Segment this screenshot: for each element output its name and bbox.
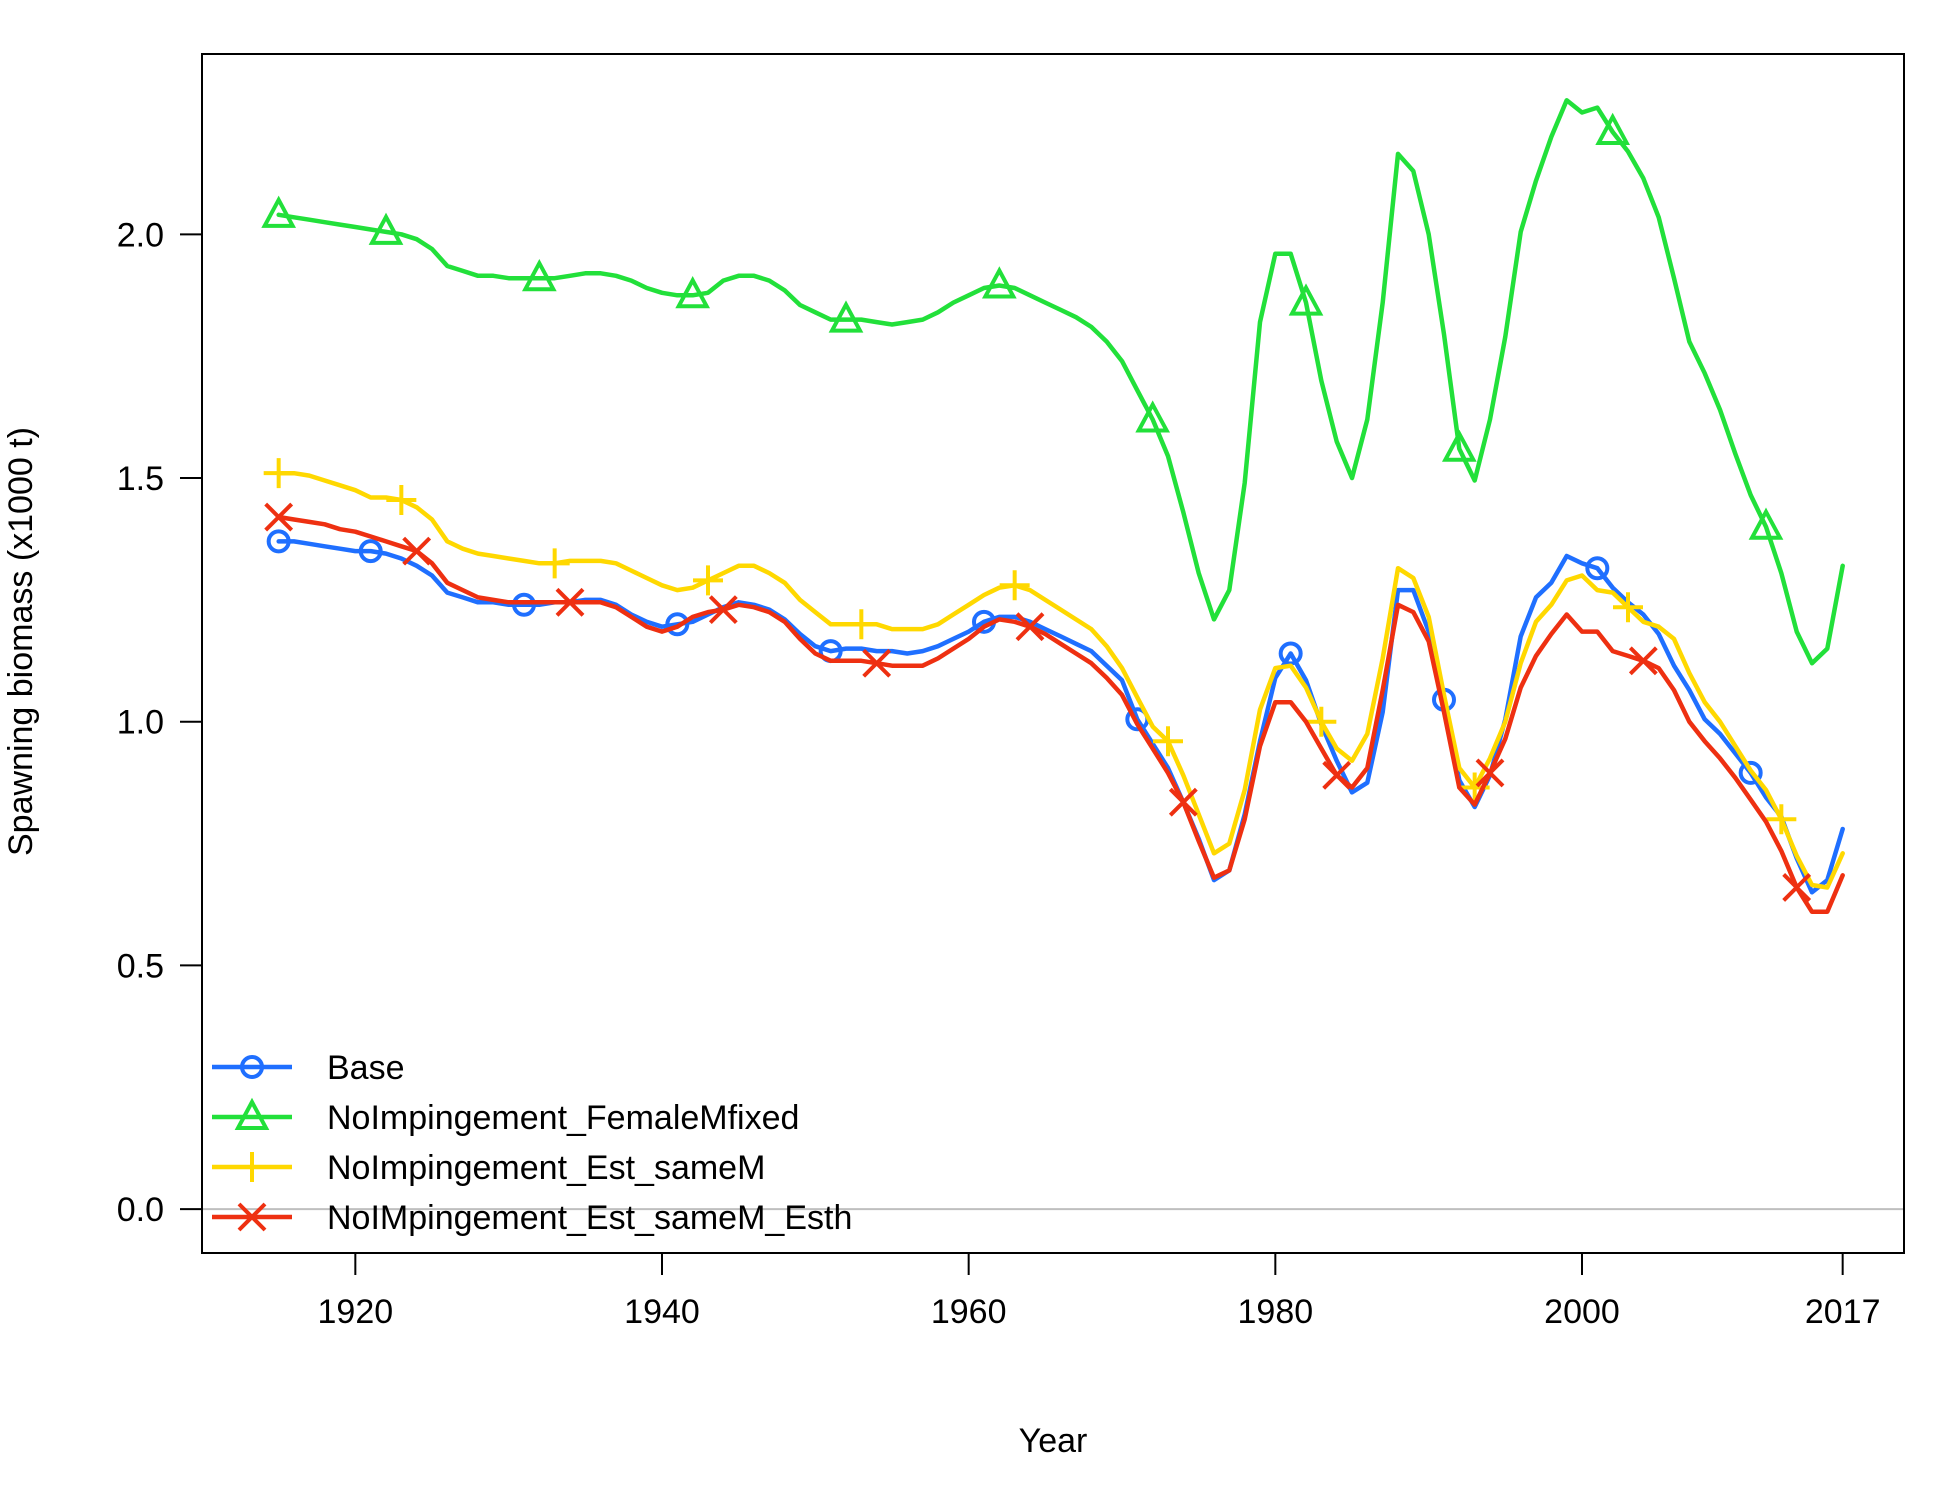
legend-label: Base bbox=[327, 1049, 405, 1087]
y-tick-label: 0.0 bbox=[117, 1191, 164, 1229]
legend-label: NoImpingement_Est_sameM bbox=[327, 1149, 765, 1187]
legend-item: NoIMpingement_Est_sameM_Esth bbox=[212, 1199, 852, 1237]
data-point-marker bbox=[368, 212, 404, 245]
data-point-marker bbox=[1766, 804, 1797, 835]
x-axis: 1920 1940 1960 1980 2000 2017 bbox=[318, 1252, 1881, 1331]
legend-item: NoImpingement_Est_sameM bbox=[212, 1149, 765, 1187]
data-point-marker bbox=[1475, 758, 1505, 788]
data-point-marker bbox=[862, 648, 892, 678]
y-tick-label: 1.5 bbox=[117, 460, 164, 498]
x-tick-label: 2000 bbox=[1544, 1293, 1620, 1331]
data-point-marker bbox=[708, 595, 738, 625]
legend-item: Base bbox=[212, 1049, 405, 1087]
x-tick-label: 1920 bbox=[318, 1293, 394, 1331]
x-tick-label: 1940 bbox=[624, 1293, 700, 1331]
x-tick-label: 1960 bbox=[931, 1293, 1007, 1331]
data-point-marker bbox=[693, 565, 723, 596]
data-point-marker bbox=[1738, 760, 1763, 785]
data-point-marker bbox=[402, 536, 432, 566]
data-point-marker bbox=[675, 276, 711, 309]
legend-swatch-marker bbox=[240, 1055, 264, 1079]
x-axis-label: Year bbox=[1019, 1422, 1088, 1460]
series-2 bbox=[261, 98, 1845, 666]
data-point-marker bbox=[1288, 283, 1324, 316]
x-tick-label: 1980 bbox=[1238, 1293, 1314, 1331]
series-3 bbox=[263, 458, 1845, 890]
y-tick-label: 2.0 bbox=[117, 216, 164, 254]
data-point-marker bbox=[1628, 646, 1658, 676]
data-point-marker bbox=[261, 195, 297, 228]
data-point-marker bbox=[1441, 429, 1477, 462]
data-point-marker bbox=[846, 609, 877, 640]
legend: Base NoImpingement_FemaleMfixed NoImpingem… bbox=[212, 1049, 852, 1237]
data-point-marker bbox=[512, 592, 536, 617]
legend-label: NoIMpingement_Est_sameM_Esth bbox=[327, 1199, 852, 1237]
y-tick-label: 1.0 bbox=[117, 704, 164, 742]
legend-item: NoImpingement_FemaleMfixed bbox=[212, 1097, 799, 1137]
data-point-marker bbox=[1135, 400, 1171, 433]
data-point-marker bbox=[1153, 726, 1183, 757]
data-point-marker bbox=[1595, 112, 1631, 145]
legend-label: NoImpingement_FemaleMfixed bbox=[327, 1099, 799, 1137]
series-line bbox=[276, 539, 1845, 895]
series-4 bbox=[264, 502, 1845, 915]
data-point-marker bbox=[266, 529, 291, 554]
data-point-marker bbox=[1306, 706, 1337, 737]
legend-swatch-marker bbox=[234, 1097, 270, 1130]
data-point-marker bbox=[386, 484, 417, 515]
data-point-marker bbox=[1015, 612, 1045, 642]
legend-swatch-marker bbox=[237, 1202, 267, 1232]
data-point-marker bbox=[263, 458, 294, 489]
data-point-marker bbox=[981, 266, 1017, 299]
data-point-marker bbox=[828, 300, 864, 333]
data-point-marker bbox=[555, 587, 585, 617]
data-point-marker bbox=[264, 502, 294, 532]
data-point-marker bbox=[1748, 507, 1784, 540]
data-point-marker bbox=[1168, 787, 1198, 817]
x-tick-label: 2017 bbox=[1805, 1293, 1881, 1331]
data-point-marker bbox=[1322, 760, 1352, 790]
data-point-marker bbox=[1782, 873, 1812, 902]
data-point-marker bbox=[1613, 592, 1643, 623]
y-axis-label: Spawning biomass (x1000 t) bbox=[2, 427, 40, 856]
data-point-marker bbox=[999, 570, 1030, 601]
data-point-marker bbox=[665, 612, 690, 637]
data-point-marker bbox=[1585, 556, 1610, 581]
series-line bbox=[276, 514, 1845, 915]
data-point-marker bbox=[539, 548, 570, 579]
data-point-marker bbox=[358, 539, 383, 564]
y-axis: 0.0 0.5 1.0 1.5 2.0 bbox=[117, 216, 203, 1229]
series-line bbox=[276, 98, 1845, 666]
series-line bbox=[276, 470, 1845, 890]
series-layer bbox=[261, 98, 1845, 915]
data-point-marker bbox=[521, 258, 557, 292]
legend-swatch-marker bbox=[237, 1152, 267, 1182]
y-tick-label: 0.5 bbox=[117, 947, 164, 985]
